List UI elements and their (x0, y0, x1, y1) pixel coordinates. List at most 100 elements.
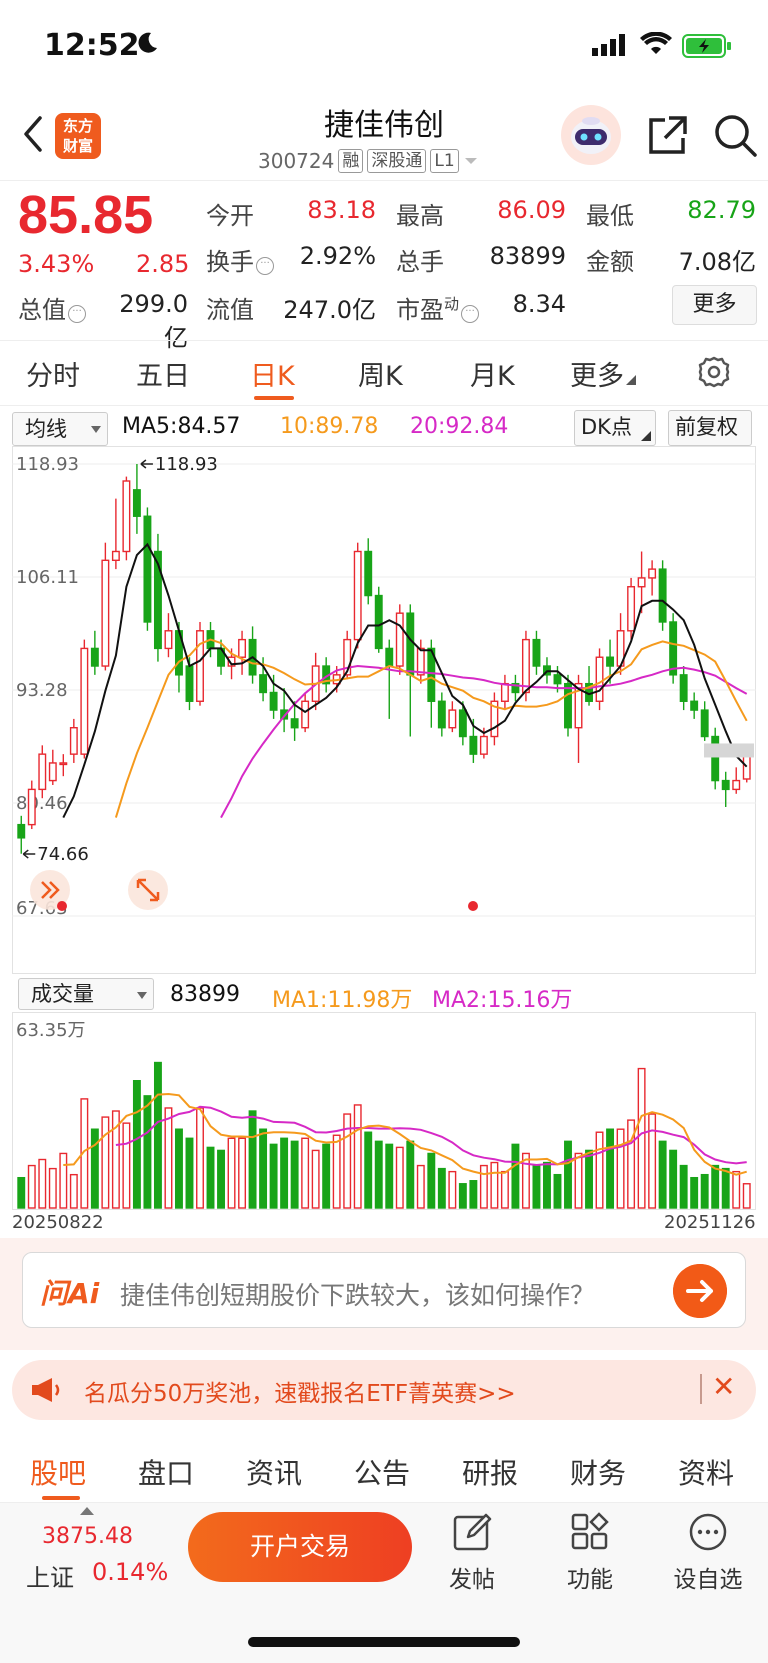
share-icon[interactable] (645, 112, 691, 158)
candle-up (196, 630, 204, 702)
volume-bar-down (511, 1143, 520, 1209)
stock-code-row[interactable]: 300724 融 深股通 L1 (258, 146, 479, 176)
info-dots-icon[interactable]: ··· (68, 305, 86, 323)
post-label[interactable]: 发帖 (449, 1567, 495, 1593)
edit-post-icon[interactable] (452, 1512, 492, 1552)
ai-question-box[interactable] (22, 1252, 746, 1328)
promo-banner[interactable] (12, 1360, 756, 1420)
volume-bar-down (606, 1128, 615, 1209)
candle-up (27, 788, 36, 826)
open-account-trade-button[interactable]: 开户交易 (188, 1512, 412, 1582)
tab-monthly-k[interactable]: 月K (470, 361, 515, 392)
volume-bar-down (143, 1095, 152, 1209)
tab-profile[interactable]: 资料 (678, 1457, 735, 1490)
volume-bar-up (196, 1107, 204, 1209)
candle-down (511, 682, 520, 694)
tab-notice[interactable]: 公告 (354, 1457, 411, 1490)
caret-up-icon[interactable] (80, 1506, 94, 1516)
adjust-button[interactable]: 前复权 (668, 410, 752, 446)
add-watchlist-label[interactable]: 设自选 (673, 1567, 743, 1593)
candle-down (658, 568, 667, 623)
chevron-down-icon (91, 426, 101, 433)
candle-down (700, 709, 709, 738)
status-time: 12:52 (44, 28, 140, 63)
tab-five-day[interactable]: 五日 (136, 361, 190, 392)
volume-bar-up (648, 1113, 657, 1209)
tab-guba[interactable]: 股吧 (30, 1457, 87, 1490)
volume-bar-up (238, 1137, 247, 1209)
amount-value: 7.08亿 (678, 248, 756, 276)
indicator-select[interactable]: 均线 (12, 412, 108, 446)
volume-bar-up (395, 1146, 404, 1209)
dk-point-button[interactable]: DK点 (574, 410, 656, 446)
volume-bar-up (574, 1152, 583, 1209)
candle-down (364, 550, 373, 597)
volume-bar-down (17, 1176, 26, 1209)
candle-down (679, 674, 688, 702)
arrow-right-icon[interactable] (673, 1264, 727, 1318)
more-button[interactable]: 更多 (672, 285, 757, 325)
ma20-line (220, 664, 748, 819)
candle-down (553, 674, 562, 685)
candle-down (458, 709, 467, 738)
volume-bar-up (227, 1137, 236, 1209)
volume-chart[interactable]: 63.35万 (12, 1012, 756, 1210)
candle-down (153, 550, 162, 650)
candle-down (290, 718, 299, 729)
tabs-divider (0, 405, 768, 406)
change-percent: 3.43% (18, 250, 95, 278)
x-axis-start-date: 20250822 (12, 1212, 104, 1233)
ma10-line (114, 638, 748, 818)
battery-icon (682, 34, 731, 58)
gear-icon[interactable] (697, 355, 731, 389)
index-value[interactable]: 3875.48 (42, 1524, 133, 1549)
volume-indicator-select[interactable]: 成交量 (18, 978, 154, 1010)
function-label[interactable]: 功能 (567, 1567, 613, 1593)
tab-intraday[interactable]: 分时 (26, 361, 80, 392)
candle-up (500, 682, 509, 702)
volume-bar-down (406, 1140, 415, 1209)
grid-apps-icon[interactable] (570, 1512, 610, 1552)
index-percent[interactable]: 0.14% (92, 1558, 169, 1586)
stock-code: 300724 (258, 149, 335, 173)
search-icon[interactable] (712, 112, 758, 158)
more-circle-icon[interactable] (688, 1512, 728, 1552)
header-divider (0, 180, 768, 181)
ma20-value: 20:92.84 (410, 414, 509, 439)
high-value: 86.09 (497, 196, 566, 224)
tab-finance[interactable]: 财务 (570, 1457, 627, 1490)
candle-up (227, 656, 236, 667)
volume-bar-down (290, 1140, 299, 1209)
close-icon[interactable]: ✕ (712, 1370, 736, 1403)
info-dots-icon[interactable]: ··· (256, 257, 274, 275)
promo-text[interactable]: 名瓜分50万奖池，速戳报名ETF菁英赛>> (84, 1381, 516, 1407)
max-arrow (140, 459, 153, 469)
volume-bar-down (532, 1164, 541, 1209)
volume-bar-up (742, 1183, 751, 1209)
volume-bar-up (353, 1104, 362, 1209)
banner-divider (700, 1374, 702, 1404)
float-label: 流值 (206, 296, 254, 324)
info-dots-icon[interactable]: ··· (461, 305, 480, 323)
candle-up (448, 709, 457, 729)
candle-down (374, 594, 383, 650)
tab-more[interactable]: 更多 (570, 354, 636, 393)
ai-robot-icon[interactable] (560, 104, 622, 166)
back-icon[interactable] (18, 112, 48, 156)
tab-research[interactable]: 研报 (462, 1457, 519, 1490)
index-name[interactable]: 上证 (26, 1564, 74, 1592)
home-indicator (248, 1637, 520, 1647)
tab-news[interactable]: 资讯 (246, 1457, 303, 1490)
volume-bar-up (479, 1164, 488, 1209)
tab-weekly-k[interactable]: 周K (358, 361, 403, 392)
ma10-value: 10:89.78 (280, 414, 379, 439)
megaphone-icon (32, 1378, 60, 1402)
tag-level: L1 (430, 149, 459, 173)
tab-daily-k[interactable]: 日K (250, 361, 295, 392)
candle-up (353, 550, 362, 641)
volume-bar-down (690, 1176, 699, 1209)
tab-pankou[interactable]: 盘口 (138, 1457, 195, 1490)
volume-ma2: MA2:15.16万 (432, 988, 573, 1013)
ai-prompt-text[interactable]: 捷佳伟创短期股价下跌较大，该如何操作？ (120, 1281, 596, 1310)
